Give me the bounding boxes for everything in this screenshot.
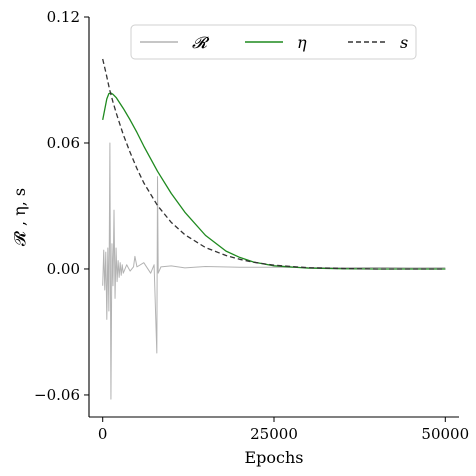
legend-label: s: [400, 33, 408, 52]
x-axis-label: Epochs: [244, 448, 303, 467]
x-tick-label: 0: [98, 425, 108, 443]
y-tick-label: 0.12: [47, 8, 80, 26]
legend-label: η: [297, 33, 307, 52]
x-tick-label: 25000: [250, 425, 298, 443]
ticks: 0 25000 50000 −0.06 0.00 0.06 0.12: [34, 8, 469, 443]
y-tick-label: −0.06: [34, 386, 80, 404]
y-tick-label: 0.00: [47, 260, 80, 278]
series-line-s: [102, 58, 446, 270]
series-line-eta: [102, 92, 446, 270]
x-tick-label: 50000: [421, 425, 469, 443]
y-tick-label: 0.06: [47, 134, 80, 152]
series-line-R: [102, 142, 446, 400]
axes: [88, 17, 459, 418]
legend-label: 𝓡: [192, 33, 210, 52]
y-axis-label: 𝓡 , η, s: [10, 188, 29, 246]
series-layer: [102, 58, 446, 400]
